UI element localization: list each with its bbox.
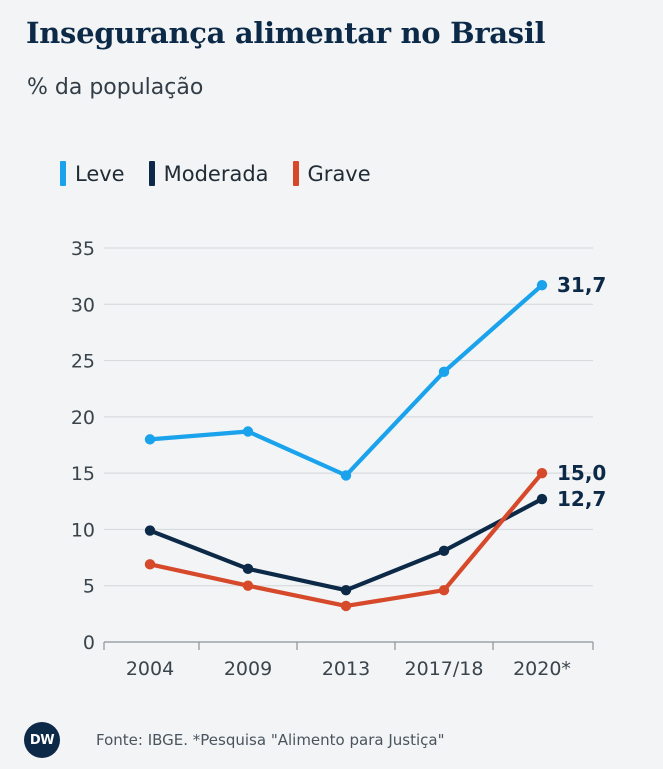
- x-tick-label: 2013: [322, 658, 370, 680]
- value-label-grave: 15,0: [557, 461, 606, 485]
- data-point-leve-2: [340, 470, 352, 481]
- footer: DW Fonte: IBGE. *Pesquisa "Alimento para…: [24, 722, 444, 758]
- data-point-grave-1: [242, 580, 254, 591]
- legend-swatch-leve: [60, 161, 66, 186]
- data-point-moderada-3: [438, 545, 450, 557]
- data-point-leve-3: [438, 366, 450, 378]
- legend-swatch-grave: [292, 161, 299, 186]
- y-tick-label: 20: [71, 407, 95, 429]
- data-point-moderada-1: [242, 563, 254, 575]
- legend: Leve Moderada Grave: [60, 161, 371, 186]
- dw-logo: DW: [24, 722, 60, 758]
- x-tick-label: 2017/18: [405, 658, 484, 680]
- data-point-leve-1: [242, 426, 254, 437]
- y-tick-label: 0: [83, 632, 95, 654]
- legend-swatch-moderada: [148, 161, 155, 186]
- legend-label-leve: Leve: [75, 161, 125, 186]
- source-note: Fonte: IBGE. *Pesquisa "Alimento para Ju…: [96, 731, 445, 749]
- legend-item-moderada: Moderada: [148, 161, 269, 186]
- series-line-leve: [147, 283, 545, 478]
- chart-title: Insegurança alimentar no Brasil: [26, 16, 546, 50]
- data-point-grave-3: [438, 585, 450, 596]
- y-tick-label: 25: [71, 351, 95, 373]
- data-point-moderada-2: [340, 585, 352, 596]
- data-point-leve-4: [536, 279, 548, 291]
- data-point-grave-2: [340, 600, 352, 612]
- data-point-moderada-4: [536, 493, 548, 505]
- y-tick-label: 15: [71, 463, 95, 485]
- legend-label-moderada: Moderada: [163, 161, 269, 186]
- y-tick-label: 35: [71, 238, 95, 260]
- y-tick-label: 10: [71, 519, 95, 541]
- y-tick-label: 30: [71, 294, 95, 316]
- chart-subtitle: % da população: [27, 75, 204, 100]
- data-point-grave-0: [144, 559, 156, 570]
- value-label-leve: 31,7: [557, 273, 606, 297]
- legend-item-leve: Leve: [60, 161, 125, 186]
- data-point-moderada-0: [144, 525, 156, 536]
- y-tick-label: 5: [83, 576, 95, 598]
- legend-item-grave: Grave: [292, 161, 371, 186]
- data-point-leve-0: [144, 434, 156, 445]
- legend-label-grave: Grave: [307, 161, 371, 186]
- x-tick-label: 2020*: [513, 658, 571, 680]
- data-point-grave-4: [536, 467, 548, 479]
- x-tick-label: 2004: [126, 658, 174, 680]
- x-tick-label: 2009: [224, 658, 272, 680]
- value-label-moderada: 12,7: [557, 487, 606, 511]
